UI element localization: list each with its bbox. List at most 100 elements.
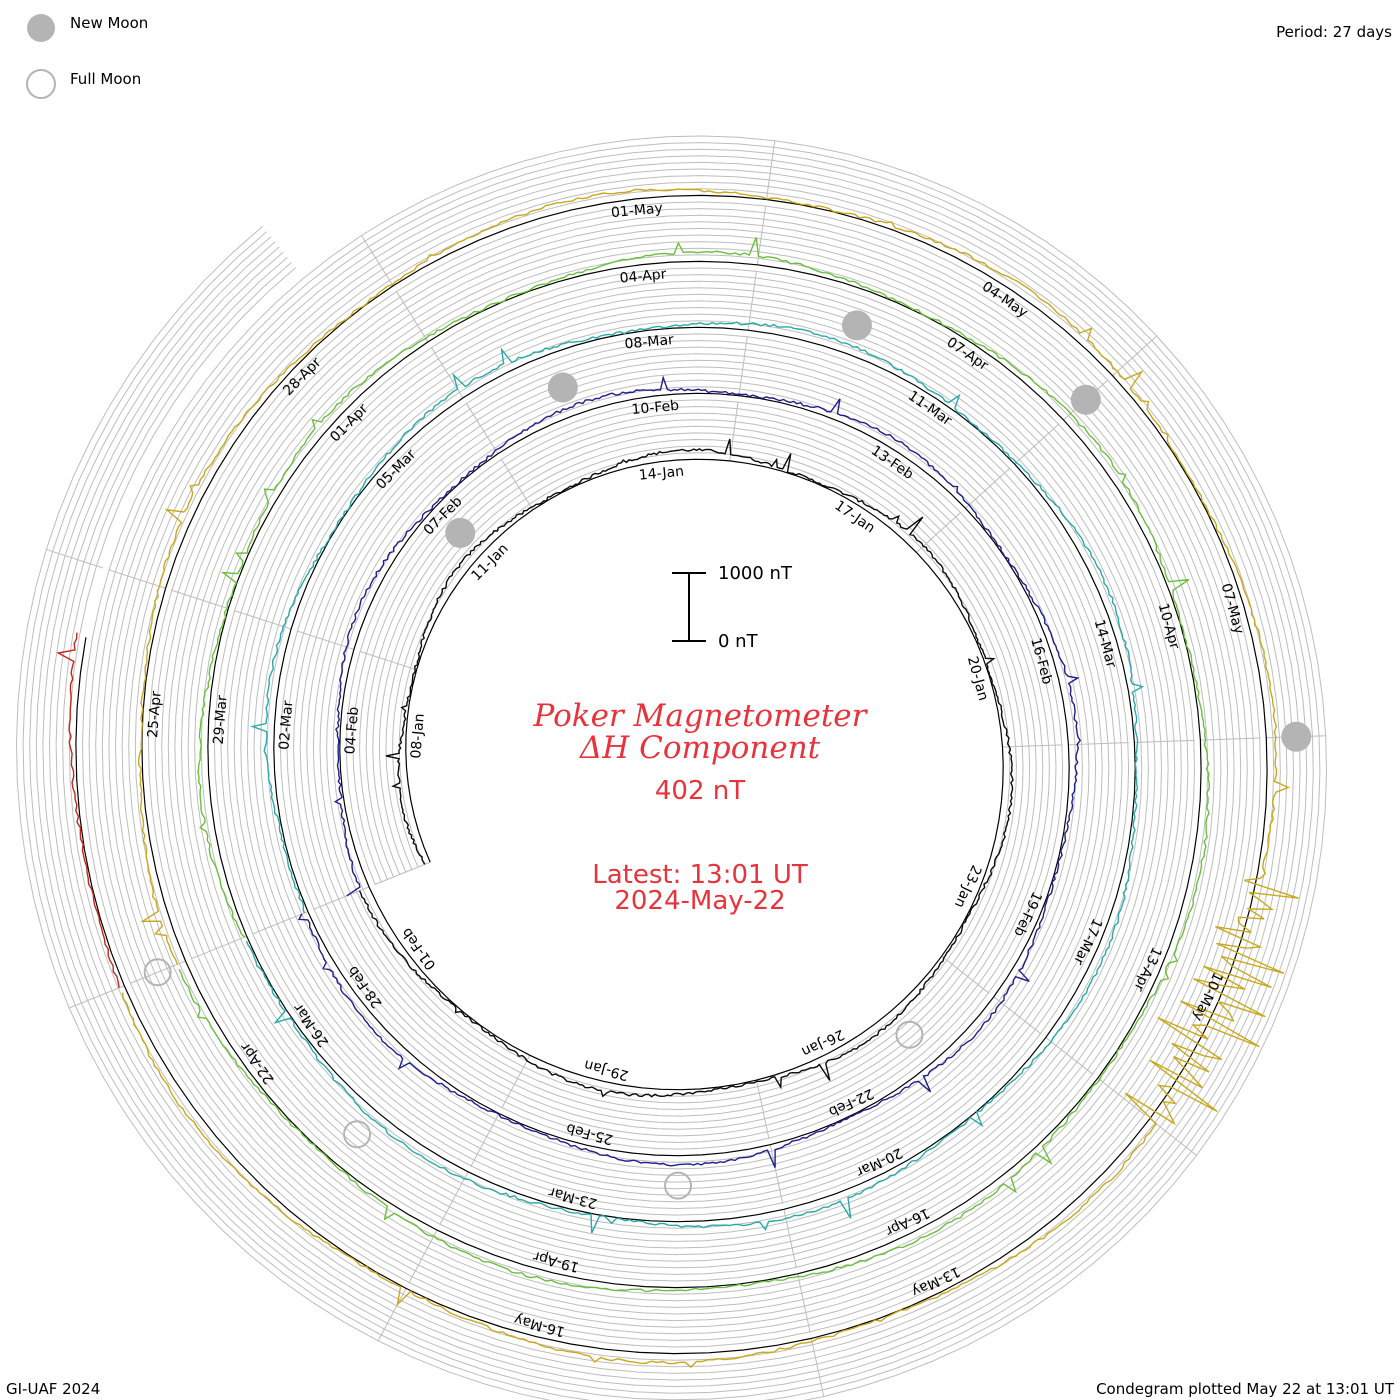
grid-spoke — [501, 1055, 531, 1109]
full-moon-marker — [143, 958, 172, 987]
new-moon-marker — [1070, 384, 1101, 415]
grid-spoke — [108, 569, 166, 589]
baseline-spiral — [75, 194, 1268, 1355]
date-tick-label: 23-Mar — [547, 1183, 599, 1211]
grid-spoke — [395, 290, 429, 343]
grid-spoke — [374, 861, 431, 886]
grid-spiral — [62, 181, 1281, 1368]
grid-spiral — [22, 142, 1321, 1400]
grid-spoke — [45, 548, 103, 569]
grid-spiral — [48, 168, 1295, 1381]
grid-spoke — [1068, 742, 1129, 746]
trace-period-6 — [56, 632, 120, 988]
title-line-1: Poker Magnetometer — [533, 698, 867, 734]
grid-spiral — [55, 175, 1288, 1374]
grid-spoke — [1200, 737, 1261, 741]
latest-date: 2024-May-22 — [614, 886, 786, 916]
grid-spoke — [1149, 1118, 1198, 1157]
trace-period-5 — [122, 188, 1299, 1369]
grid-spoke — [359, 650, 417, 671]
date-tick-label: 25-Apr — [145, 690, 165, 738]
new-moon-legend-icon — [27, 14, 55, 42]
date-tick-label: 08-Jan — [408, 713, 428, 759]
full-moon-legend-icon — [26, 69, 56, 99]
grid-spoke — [190, 935, 247, 960]
grid-spoke — [233, 610, 292, 630]
legend-new-moon-label: New Moon — [70, 14, 149, 32]
grid-spoke — [1045, 1037, 1094, 1075]
grid-spiral — [15, 135, 1328, 1400]
date-tick-label: 29-Jan — [583, 1056, 631, 1083]
grid-spoke — [810, 1338, 825, 1398]
full-moon-marker — [664, 1171, 693, 1200]
date-tick-label: 10-Feb — [631, 398, 680, 418]
scale-bar — [672, 572, 706, 642]
date-tick-label: 04-Apr — [619, 266, 667, 286]
latest-time: Latest: 13:01 UT — [592, 860, 808, 890]
date-tick-label: 20-Mar — [853, 1144, 905, 1180]
grid-layer — [15, 135, 1328, 1400]
title-line-2: ΔH Component — [579, 730, 821, 766]
grid-spoke — [1134, 739, 1195, 743]
date-tick-label: 10-Apr — [1155, 602, 1183, 652]
moon-layer — [143, 310, 1312, 1200]
grid-spoke — [500, 458, 534, 511]
date-tick-label: 20-Jan — [964, 655, 991, 703]
grid-spoke — [747, 270, 757, 331]
grid-spoke — [129, 960, 186, 984]
current-value: 402 nT — [654, 776, 746, 806]
grid-spoke — [408, 1229, 438, 1284]
legend-full-moon-label: Full Moon — [70, 70, 142, 88]
footer-plotted: Condegram plotted May 22 at 13:01 UT — [1096, 1380, 1394, 1398]
baseline-layer — [75, 194, 1268, 1355]
date-tick-label: 01-May — [610, 200, 663, 221]
new-moon-marker — [445, 517, 476, 548]
new-moon-marker — [841, 310, 872, 341]
grid-spoke — [769, 1144, 784, 1204]
grid-spoke — [765, 140, 776, 200]
full-moon-marker — [343, 1120, 372, 1149]
grid-spoke — [1097, 1077, 1146, 1116]
grid-spoke — [1112, 335, 1158, 377]
scale-bottom-label: 0 nT — [718, 631, 758, 652]
date-tick-label: 22-Feb — [826, 1085, 876, 1120]
grid-spoke — [755, 1080, 770, 1139]
grid-spoke — [1014, 423, 1060, 465]
date-tick-label: 25-Feb — [565, 1120, 615, 1148]
footer-credit: GI-UAF 2024 — [6, 1380, 101, 1398]
date-tick-label: 19-Apr — [531, 1248, 581, 1275]
trace-period-2 — [297, 375, 1082, 1168]
grid-spoke — [252, 911, 309, 935]
grid-spiral — [29, 148, 1314, 1400]
grid-spoke — [465, 402, 499, 455]
grid-spoke — [941, 955, 990, 994]
grid-spoke — [68, 985, 125, 1009]
period-label: Period: 27 days — [1276, 23, 1392, 41]
grid-spoke — [377, 1288, 407, 1342]
grid-spiral — [35, 155, 1308, 1394]
grid-spiral — [42, 161, 1301, 1388]
grid-spoke — [1002, 744, 1063, 748]
grid-spoke — [360, 234, 394, 287]
trace-period-1 — [358, 438, 1014, 1098]
grid-spoke — [171, 589, 229, 610]
date-tick-label: 04-Feb — [342, 706, 362, 755]
date-tick-label: 14-Jan — [638, 464, 685, 484]
grid-spoke — [738, 336, 748, 396]
trace-layer — [56, 188, 1299, 1369]
new-moon-marker — [547, 372, 578, 403]
date-tick-label: 16-May — [512, 1311, 566, 1340]
date-tick-label: 02-Mar — [276, 700, 296, 751]
grid-spoke — [797, 1273, 811, 1333]
new-moon-marker — [1281, 721, 1312, 752]
grid-spoke — [296, 630, 355, 650]
trace-period-3 — [245, 321, 1145, 1234]
grid-spoke — [470, 1113, 500, 1167]
scale-top-label: 1000 nT — [718, 563, 792, 584]
grid-spoke — [439, 1171, 469, 1226]
legend-layer — [26, 14, 56, 99]
date-tick-label: 29-Mar — [211, 694, 231, 745]
grid-spoke — [916, 511, 962, 553]
date-tick-label: 08-Mar — [624, 332, 675, 353]
